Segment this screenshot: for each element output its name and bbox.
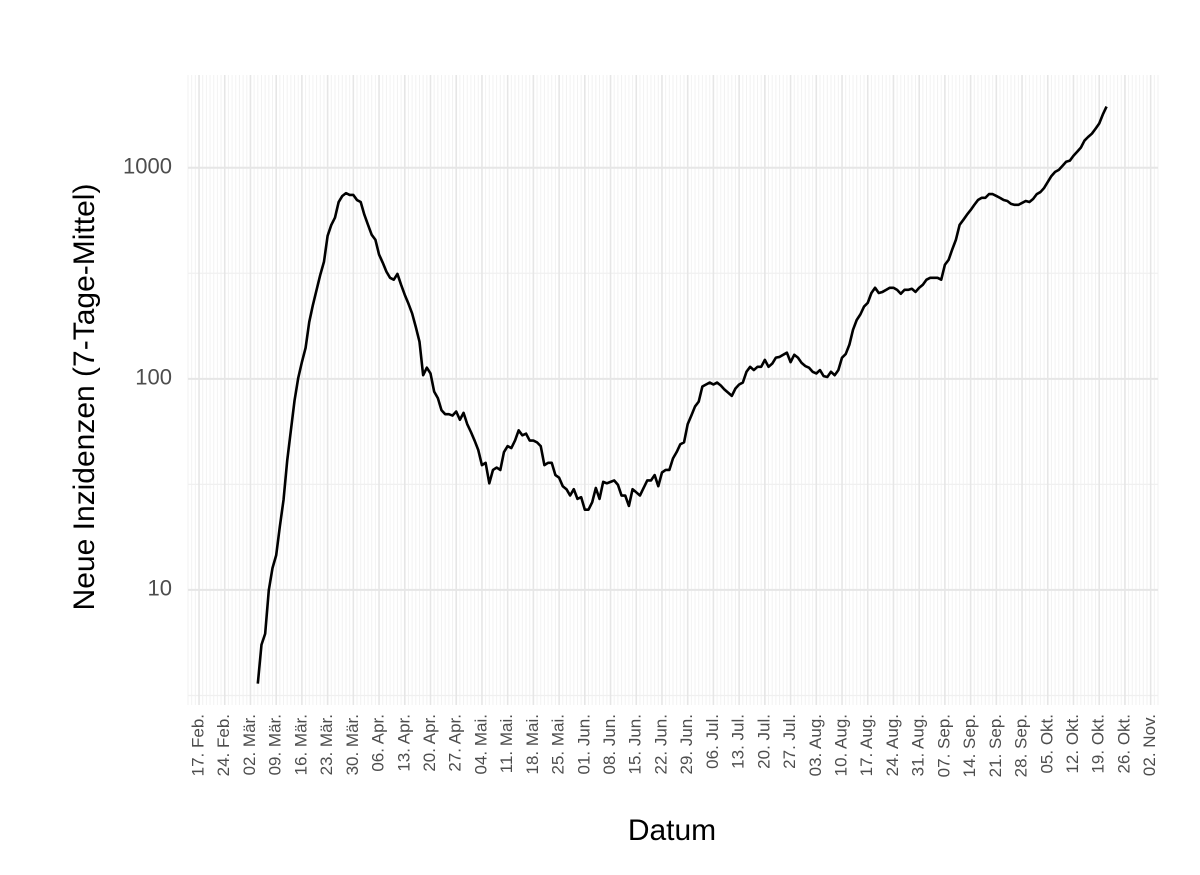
y-tick-label: 100 [135,365,172,390]
x-tick-label: 17. Aug. [857,714,876,776]
x-tick-label: 20. Apr. [420,714,439,772]
x-tick-label: 19. Okt. [1089,714,1108,774]
x-tick-label: 14. Sep. [960,714,979,777]
x-tick-label: 26. Okt. [1114,714,1133,774]
x-tick-label: 27. Apr. [446,714,465,772]
x-tick-label: 25. Mai. [549,714,568,774]
x-tick-label: 05. Okt. [1037,714,1056,774]
x-tick-label: 24. Aug. [883,714,902,776]
x-tick-label: 27. Jul. [780,714,799,769]
x-tick-label: 18. Mai. [523,714,542,774]
x-tick-label: 23. Mär. [317,714,336,775]
y-tick-label: 1000 [123,154,172,179]
x-tick-label: 02. Mär. [240,714,259,775]
x-tick-label: 13. Apr. [394,714,413,772]
x-tick-label: 08. Jun. [600,714,619,775]
x-tick-label: 03. Aug. [806,714,825,776]
x-tick-label: 20. Jul. [754,714,773,769]
x-tick-label: 10. Aug. [831,714,850,776]
x-tick-label: 09. Mär. [266,714,285,775]
x-tick-label: 02. Nov. [1140,714,1159,776]
y-tick-label: 10 [148,576,172,601]
x-tick-label: 13. Jul. [729,714,748,769]
x-tick-label: 28. Sep. [1012,714,1031,777]
y-axis-title: Neue Inzidenzen (7-Tage-Mittel) [68,184,101,611]
x-tick-label: 30. Mär. [343,714,362,775]
x-tick-label: 24. Feb. [214,714,233,776]
x-tick-label: 15. Jun. [626,714,645,775]
x-tick-label: 04. Mai. [471,714,490,774]
x-tick-label: 06. Apr. [369,714,388,772]
x-tick-label: 07. Sep. [934,714,953,777]
x-tick-label: 29. Jun. [677,714,696,775]
data-line [256,105,1108,684]
x-axis-title: Datum [628,814,716,847]
x-tick-label: 17. Feb. [189,714,208,776]
x-tick-label: 21. Sep. [986,714,1005,777]
x-tick-label: 16. Mär. [291,714,310,775]
x-tick-label: 06. Jul. [703,714,722,769]
x-tick-label: 31. Aug. [909,714,928,776]
x-tick-label: 12. Okt. [1063,714,1082,774]
x-tick-label: 01. Jun. [574,714,593,775]
x-tick-label: 11. Mai. [497,714,516,773]
x-tick-label: 22. Jun. [651,714,670,775]
